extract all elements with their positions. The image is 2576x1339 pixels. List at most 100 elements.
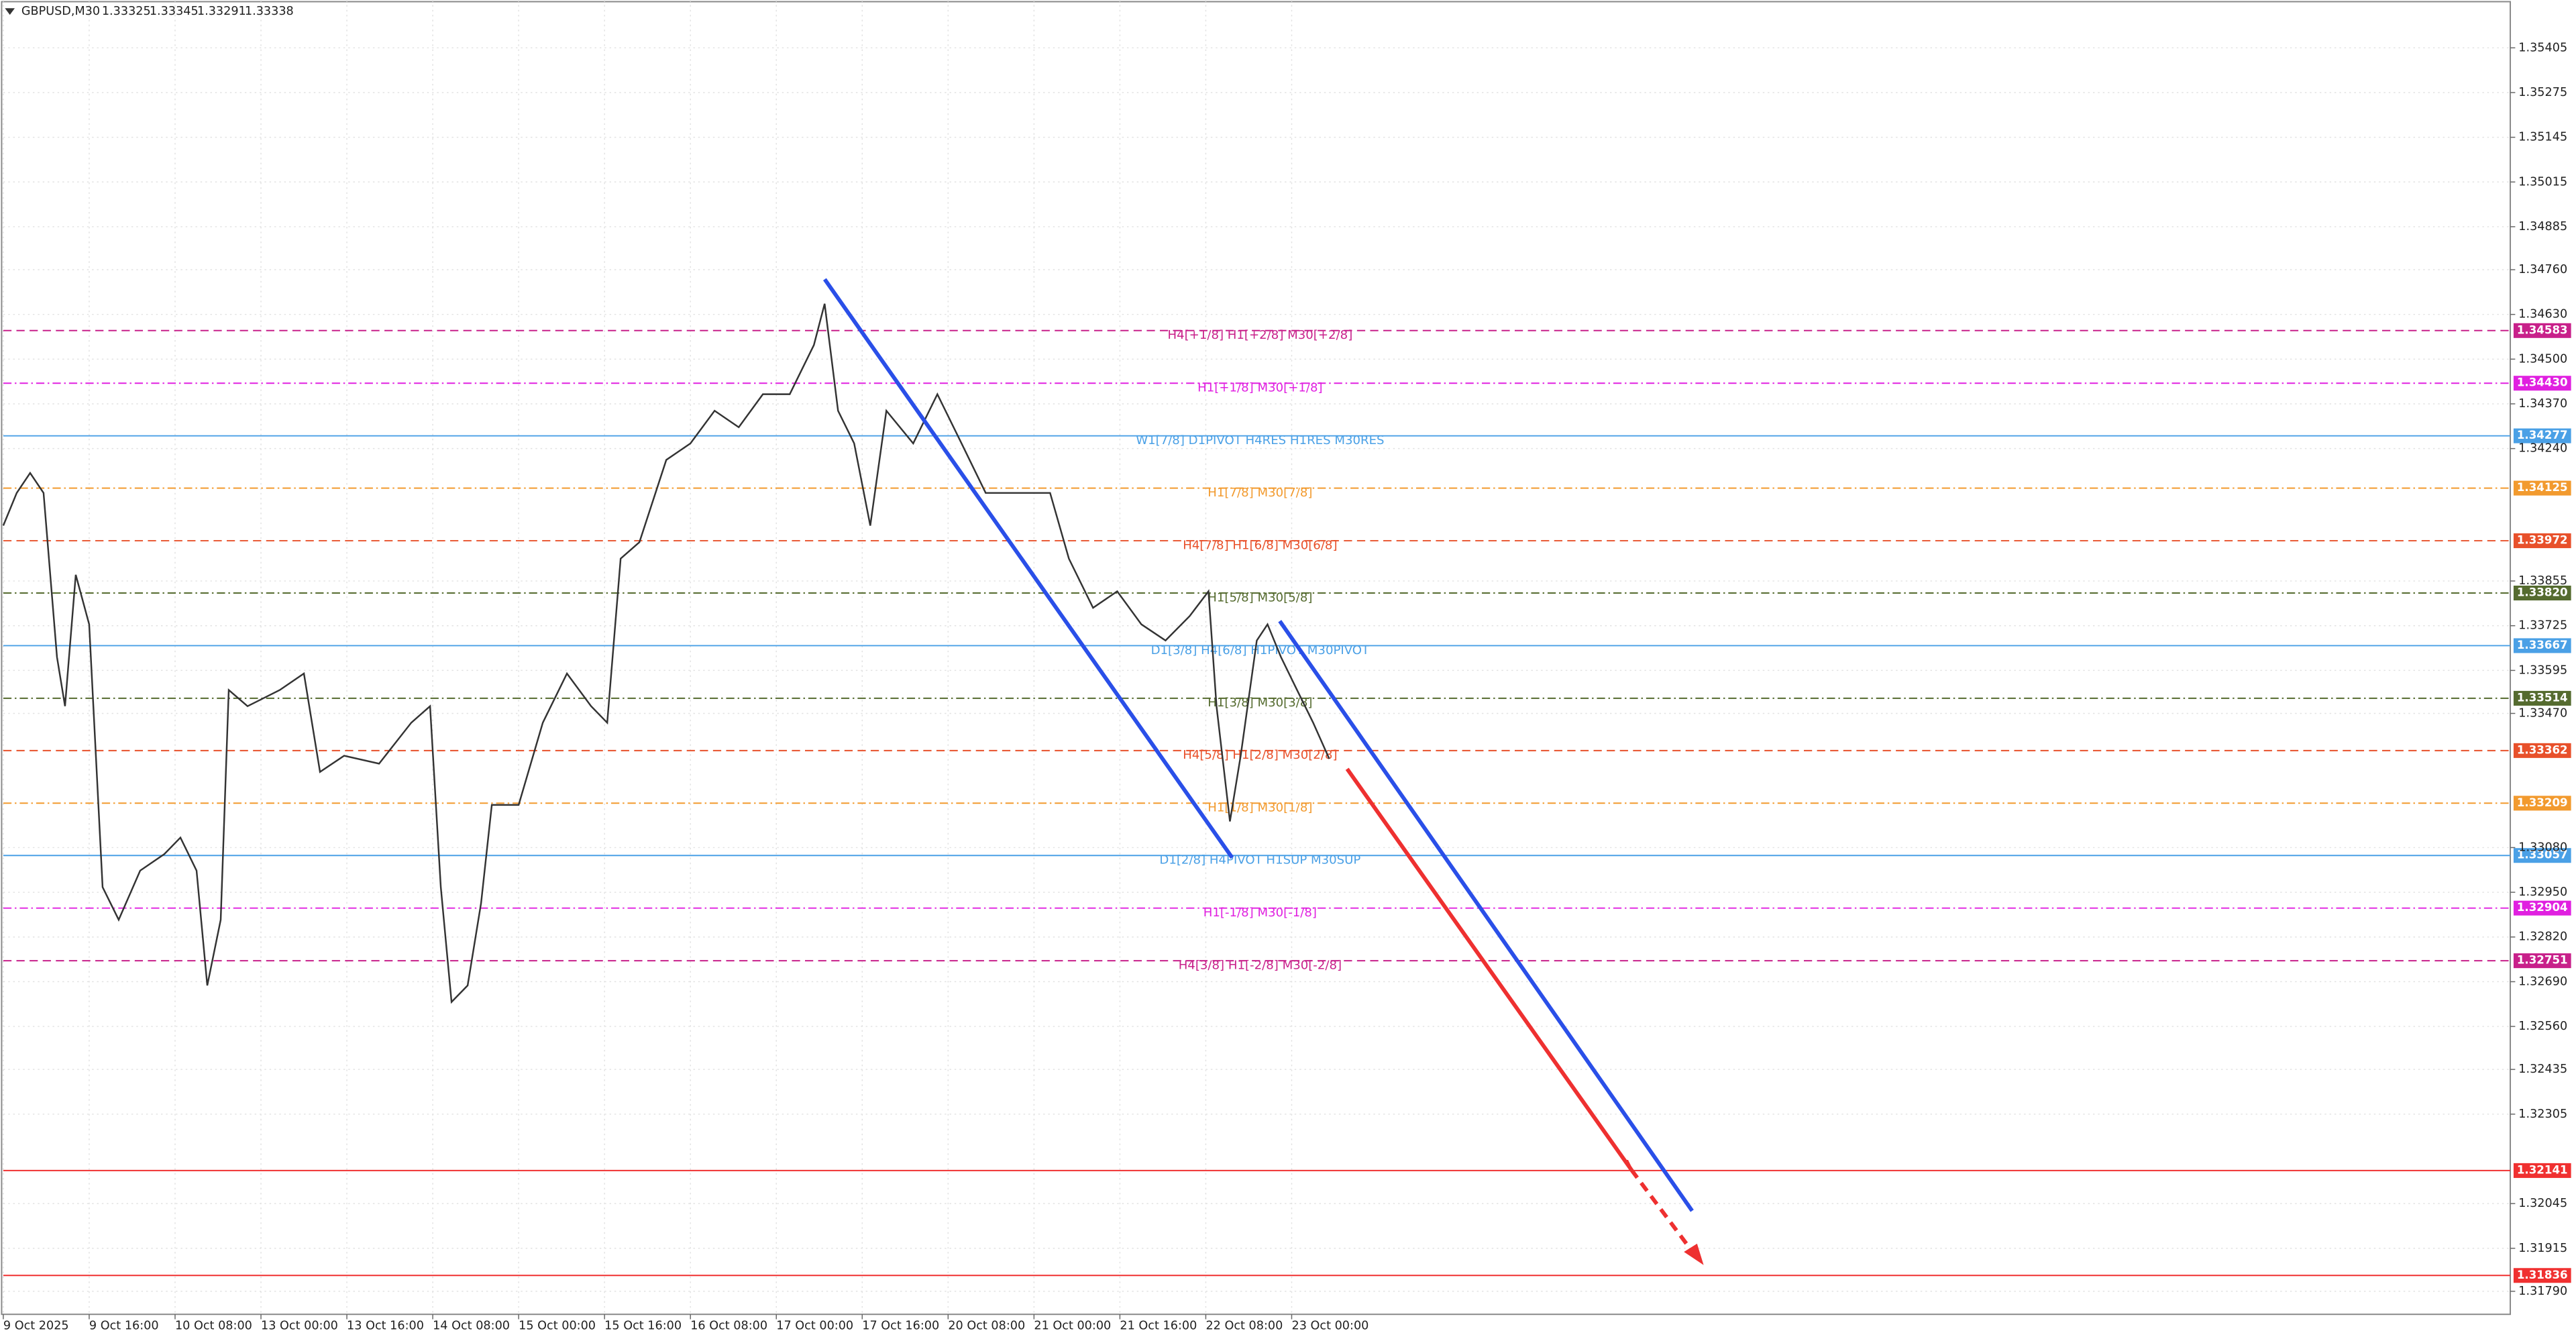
price-tag [2513, 848, 2571, 863]
price-tag-label: 1.33057 [2517, 849, 2568, 861]
x-tick-label: 15 Oct 16:00 [604, 1319, 682, 1332]
price-tag [2513, 900, 2571, 916]
price-tag [2513, 638, 2571, 653]
y-tick-label: 1.34760 [2518, 263, 2567, 276]
symbol: GBPUSD,M30 [21, 5, 100, 18]
price-tag [2513, 796, 2571, 811]
y-tick-label: 1.34630 [2518, 308, 2567, 321]
trend-lines [822, 278, 1704, 1265]
price-tag-label: 1.33209 [2517, 796, 2568, 809]
x-tick-label: 16 Oct 08:00 [690, 1319, 767, 1332]
price-tag-label: 1.33514 [2517, 691, 2568, 704]
price-tag [2513, 480, 2571, 496]
y-tick-label: 1.35015 [2518, 175, 2567, 189]
x-tick-label: 17 Oct 00:00 [776, 1319, 853, 1332]
channel-line [1278, 620, 1694, 1212]
level-label: H1[7/8] M30[7/8] [1208, 486, 1312, 500]
level-label: H1[-1/8] M30[-1/8] [1203, 906, 1317, 920]
x-tick-label: 23 Oct 00:00 [1291, 1319, 1368, 1332]
channel-line [822, 278, 1234, 859]
y-tick-label: 1.34240 [2518, 442, 2567, 456]
x-tick-label: 22 Oct 08:00 [1205, 1319, 1283, 1332]
close: 1.33338 [245, 5, 294, 18]
y-tick-label: 1.34500 [2518, 352, 2567, 366]
price-tag [2513, 533, 2571, 549]
price-tag [2513, 585, 2571, 601]
y-tick-label: 1.32820 [2518, 930, 2567, 944]
price-line [2, 303, 1330, 1004]
y-tick-label: 1.31915 [2518, 1242, 2567, 1255]
price-tag-label: 1.34430 [2517, 376, 2568, 389]
price-tag-label: 1.32904 [2517, 901, 2568, 914]
high: 1.33345 [150, 5, 199, 18]
price-tag [2513, 376, 2571, 391]
level-label: H1[3/8] M30[3/8] [1208, 696, 1312, 710]
level-label: H4[5/8] H1[2/8] M30[2/8] [1183, 748, 1337, 762]
price [2, 303, 1330, 1004]
level-label: D1[3/8] H4[6/8] H1PIVOT M30PIVOT [1151, 643, 1370, 657]
y-tick-label: 1.32560 [2518, 1020, 2567, 1033]
price-tag [2513, 323, 2571, 338]
forecast-arrow-dashed [1629, 1168, 1696, 1255]
x-tick-label: 20 Oct 08:00 [948, 1319, 1025, 1332]
y-tick-label: 1.33595 [2518, 663, 2567, 677]
y-tick-label: 1.33080 [2518, 841, 2567, 854]
price-tag-label: 1.34277 [2517, 429, 2568, 441]
arrow-head [1684, 1243, 1704, 1265]
x-tick-label: 13 Oct 00:00 [261, 1319, 338, 1332]
y-tick-label: 1.32690 [2518, 975, 2567, 988]
y-tick-label: 1.35405 [2518, 41, 2567, 54]
price-tag-label: 1.33362 [2517, 743, 2568, 756]
forecast-arrow [1345, 767, 1633, 1171]
y-tick-label: 1.35145 [2518, 131, 2567, 144]
level-label: H4[7/8] H1[6/8] M30[6/8] [1183, 538, 1337, 552]
x-tick-label: 21 Oct 00:00 [1034, 1319, 1111, 1332]
level-label: W1[7/8] D1PIVOT H4RES H1RES M30RES [1136, 433, 1384, 447]
levels: 1.34583 H4[+1/8] H1[+2/8] M30[+2/8] 1.3443… [3, 323, 2571, 1283]
price-tag-label: 1.32751 [2517, 954, 2568, 967]
price-tag-label: 1.33820 [2517, 586, 2568, 599]
y-tick-label: 1.33855 [2518, 574, 2567, 588]
low: 1.33291 [197, 5, 246, 18]
price-tag [2513, 1268, 2571, 1283]
y-tick-label: 1.33725 [2518, 619, 2567, 633]
header: GBPUSD,M30 1.33325 1.33345 1.33291 1.333… [5, 5, 294, 18]
x-tick-label: 10 Oct 08:00 [175, 1319, 252, 1332]
price-tag [2513, 1163, 2571, 1178]
y-tick-label: 1.32950 [2518, 886, 2567, 899]
y-tick-label: 1.31790 [2518, 1285, 2567, 1298]
grid [3, 0, 2511, 1315]
level-label: H4[3/8] H1[-2/8] M30[-2/8] [1179, 958, 1342, 972]
y-tick-label: 1.34370 [2518, 397, 2567, 411]
level-label: H1[5/8] M30[5/8] [1208, 590, 1312, 604]
x-tick-label: 9 Oct 2025 [3, 1319, 69, 1332]
x-tick-label: 13 Oct 16:00 [347, 1319, 424, 1332]
price-tag-label: 1.32141 [2517, 1163, 2568, 1176]
y-tick-label: 1.32305 [2518, 1108, 2567, 1121]
x-tick-label: 21 Oct 16:00 [1120, 1319, 1197, 1332]
level-label: D1[2/8] H4PIVOT H1SUP M30SUP [1159, 853, 1360, 867]
x-tick-label: 14 Oct 08:00 [433, 1319, 510, 1332]
price-tag-label: 1.33667 [2517, 639, 2568, 651]
x-tick-label: 15 Oct 00:00 [519, 1319, 596, 1332]
price-tag [2513, 690, 2571, 706]
x-tick-label: 17 Oct 16:00 [862, 1319, 939, 1332]
price-tag [2513, 953, 2571, 969]
price-tag-label: 1.31836 [2517, 1269, 2568, 1281]
axes: 1.35405 1.35275 1.35145 1.35015 1.34885 1.347… [3, 41, 2567, 1332]
header-icon [5, 8, 15, 15]
y-tick-label: 1.32435 [2518, 1063, 2567, 1076]
level-label: H1[1/8] M30[1/8] [1208, 801, 1312, 815]
price-tag-label: 1.34583 [2517, 323, 2568, 336]
y-tick-label: 1.34885 [2518, 220, 2567, 233]
plot-frame [1, 1, 2512, 1316]
y-tick-label: 1.33470 [2518, 706, 2567, 720]
x-tick-label: 9 Oct 16:00 [89, 1319, 159, 1332]
price-tag [2513, 428, 2571, 443]
price-tag-label: 1.33972 [2517, 534, 2568, 547]
price-tag-label: 1.34125 [2517, 481, 2568, 494]
open: 1.33325 [102, 5, 151, 18]
level-label: H1[+1/8] M30[+1/8] [1197, 381, 1322, 395]
